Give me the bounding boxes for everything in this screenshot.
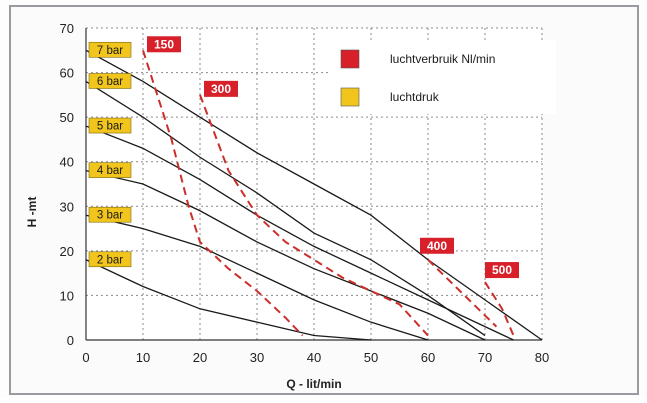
legend-label: luchtdruk bbox=[390, 90, 440, 104]
x-tick-label: 80 bbox=[535, 350, 549, 365]
air-consumption-label: 300 bbox=[211, 82, 231, 96]
pressure-label: 4 bar bbox=[97, 165, 123, 177]
y-axis-label: H -mt bbox=[25, 197, 39, 228]
pressure-line-6-bar bbox=[85, 80, 486, 337]
pressure-line-7-bar bbox=[85, 49, 543, 341]
axes: 0 10 20 30 40 50 60 70 80 0 10 20 30 40 50 60 70 bbox=[60, 21, 550, 365]
legend: luchtverbruik Nl/min luchtdruk bbox=[330, 40, 556, 114]
legend-background bbox=[330, 40, 556, 114]
y-tick-label: 30 bbox=[60, 199, 74, 214]
air-consumption-label: 400 bbox=[427, 239, 447, 253]
x-tick-label: 70 bbox=[478, 350, 492, 365]
pressure-label-box bbox=[88, 206, 132, 223]
pressure-label: 5 bar bbox=[97, 121, 123, 133]
x-tick-label: 0 bbox=[82, 350, 89, 365]
air-consumption-line-150 bbox=[142, 49, 304, 337]
y-tick-label: 20 bbox=[60, 244, 74, 259]
pressure-label: 6 bar bbox=[97, 76, 123, 88]
pressure-line-2-bar bbox=[85, 259, 372, 341]
series-lines bbox=[85, 49, 543, 341]
x-axis-label: Q - lit/min bbox=[286, 377, 341, 391]
grid-lines bbox=[86, 27, 543, 340]
pressure-label: 7 bar bbox=[97, 45, 123, 57]
x-tick-label: 10 bbox=[136, 350, 150, 365]
x-tick-label: 20 bbox=[193, 350, 207, 365]
pressure-label-box bbox=[88, 73, 132, 89]
pressure-label-box bbox=[88, 162, 132, 178]
x-tick-label: 30 bbox=[250, 350, 264, 365]
air-consumption-line-400 bbox=[427, 259, 498, 328]
air-consumption-label-box bbox=[485, 262, 519, 279]
x-tick-label: 50 bbox=[364, 350, 378, 365]
pressure-label: 3 bar bbox=[97, 210, 123, 222]
y-tick-label: 50 bbox=[60, 110, 74, 125]
pressure-label: 2 bar bbox=[97, 254, 123, 266]
legend-label: luchtverbruik Nl/min bbox=[390, 52, 495, 66]
y-tick-label: 40 bbox=[60, 155, 74, 170]
pressure-label-box bbox=[88, 251, 132, 268]
x-tick-label: 60 bbox=[421, 350, 435, 365]
pressure-line-5-bar bbox=[85, 125, 514, 341]
y-tick-label: 60 bbox=[60, 66, 74, 81]
series-labels: 7 bar 6 bar 5 bar 4 bar 3 bar 2 bar 150 300 400 5… bbox=[88, 36, 519, 279]
y-tick-label: 0 bbox=[67, 333, 74, 348]
y-tick-label: 10 bbox=[60, 288, 74, 303]
air-consumption-label-box bbox=[147, 36, 181, 53]
air-consumption-label-box bbox=[204, 80, 238, 97]
pressure-line-3-bar bbox=[85, 214, 429, 341]
x-tick-label: 40 bbox=[307, 350, 321, 365]
air-consumption-line-500 bbox=[484, 281, 515, 336]
legend-swatch bbox=[340, 49, 360, 69]
pressure-line-4-bar bbox=[85, 169, 486, 341]
air-consumption-line-300 bbox=[199, 94, 429, 337]
pressure-label-box bbox=[88, 41, 132, 58]
air-consumption-label: 150 bbox=[154, 37, 174, 51]
air-consumption-label: 500 bbox=[492, 263, 512, 277]
y-tick-label: 70 bbox=[60, 21, 74, 36]
legend-swatch bbox=[340, 87, 360, 107]
air-consumption-label-box bbox=[420, 237, 454, 254]
pressure-label-box bbox=[88, 117, 132, 134]
